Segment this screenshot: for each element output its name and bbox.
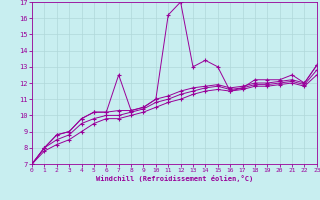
- X-axis label: Windchill (Refroidissement éolien,°C): Windchill (Refroidissement éolien,°C): [96, 175, 253, 182]
